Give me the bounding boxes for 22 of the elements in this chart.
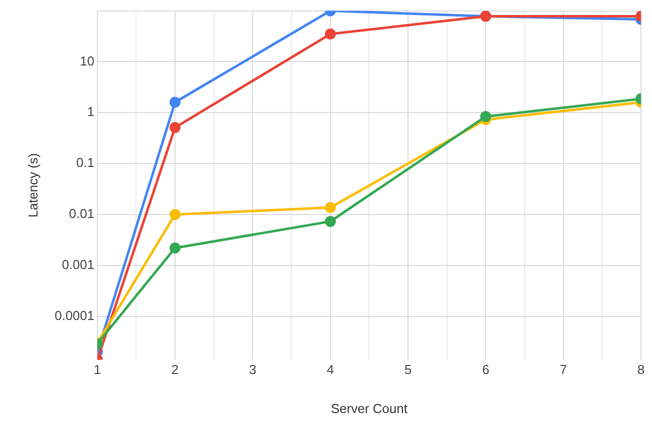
point [324,28,336,40]
point [480,110,492,122]
x-tick-label: 8 [637,362,645,378]
x-tick-label: 5 [404,362,412,378]
x-axis-title: Server Count [330,400,408,416]
y-tick-label: 0.01 [69,206,94,222]
y-axis-title: Latency (s) [25,153,40,218]
x-tick-label: 6 [482,362,490,378]
y-tick-label: 1 [87,104,94,120]
x-tick-label: 3 [249,362,256,378]
y-tick-label: 10 [80,53,94,68]
x-tick-label: 4 [326,362,334,378]
y-tick-label: 0.0001 [54,308,94,323]
x-tick-label: 7 [560,362,567,378]
point [324,202,336,214]
y-tick-label: 0.001 [62,256,94,272]
point [170,122,181,134]
y-tick-label: 0.1 [76,155,94,170]
point [170,208,181,220]
point [170,242,181,254]
point [324,216,336,227]
x-tick-label: 2 [171,362,179,378]
